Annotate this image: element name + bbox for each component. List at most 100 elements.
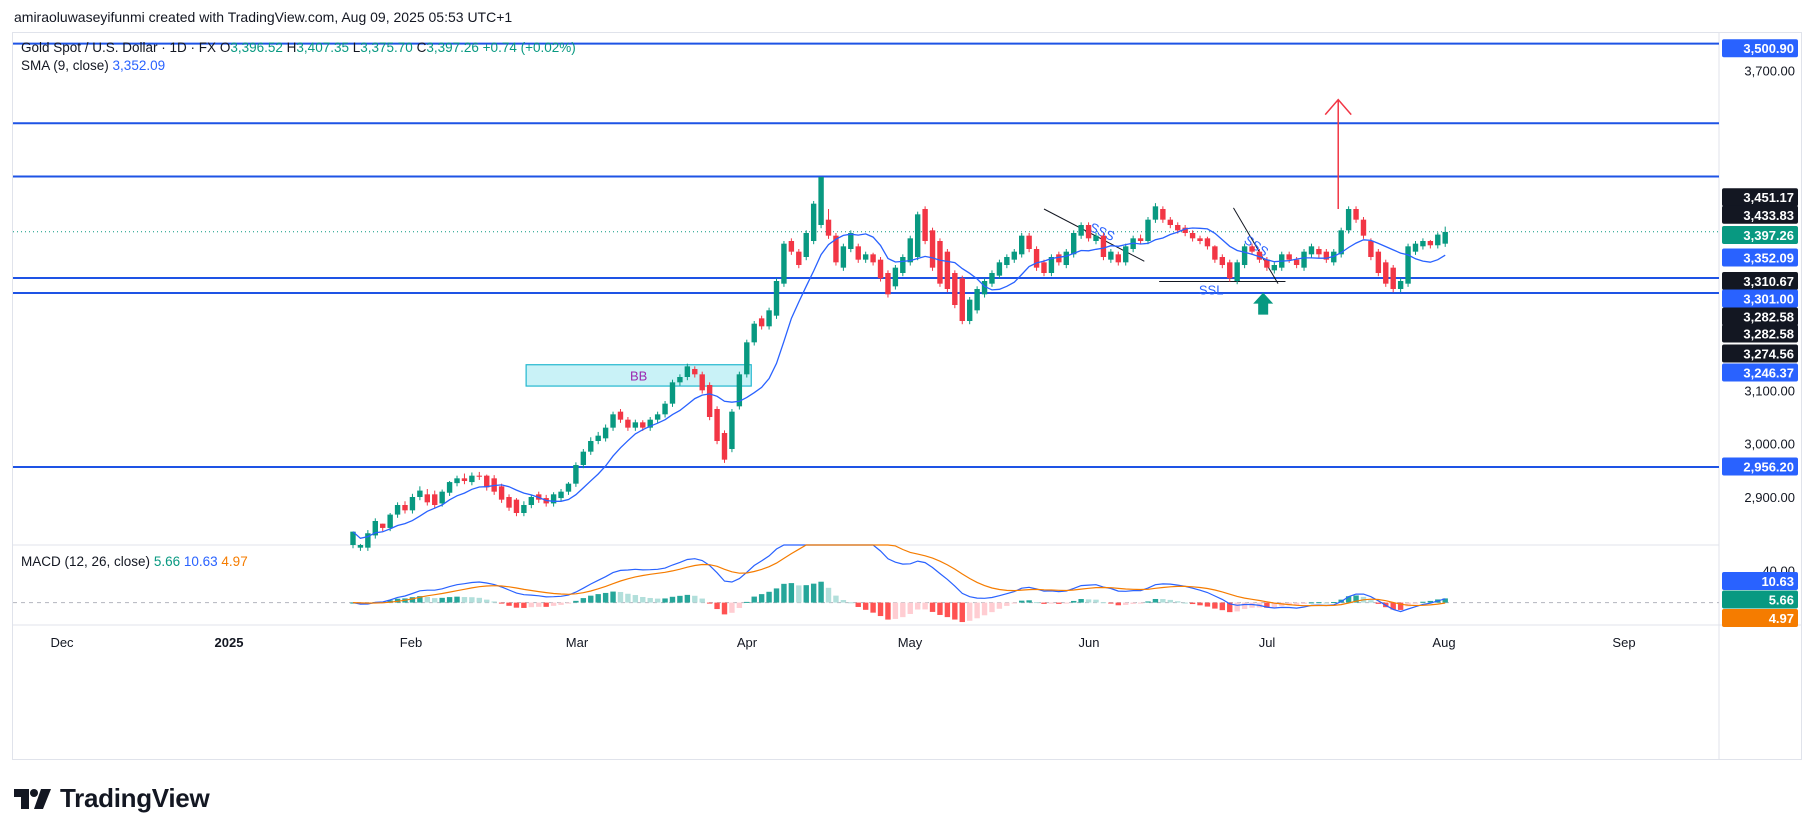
candle-body — [1375, 251, 1382, 273]
price-tag-box — [1722, 289, 1798, 308]
price-tag-label: 3,274.56 — [1743, 347, 1794, 362]
macd-histogram-bar — [803, 585, 809, 603]
candle-body — [654, 414, 661, 420]
candle-body — [669, 382, 676, 404]
candle-body — [506, 497, 512, 508]
macd-histogram-bar — [432, 598, 438, 603]
macd-histogram-bar — [766, 591, 772, 603]
candle-body — [640, 422, 646, 428]
candle-body — [1227, 262, 1233, 279]
candle-body — [1264, 259, 1270, 268]
macd-histogram-bar — [409, 597, 416, 603]
macd-histogram-bar — [1397, 602, 1404, 610]
macd-histogram-bar — [647, 597, 653, 603]
price-tag-label: 3,500.90 — [1743, 41, 1794, 56]
macd-histogram-bar — [550, 602, 557, 606]
macd-histogram-bar — [1011, 602, 1017, 604]
candle-body — [1420, 241, 1426, 247]
macd-histogram-bar — [1353, 595, 1359, 603]
open-value: 3,396.52 — [230, 40, 283, 55]
candle-body — [788, 241, 795, 252]
tradingview-wordmark: TradingView — [60, 783, 210, 813]
candle-body — [677, 377, 683, 383]
macd-tag-box — [1722, 609, 1798, 627]
macd-histogram-bar — [1390, 602, 1396, 610]
time-axis-label: Mar — [566, 635, 589, 650]
macd-histogram-bar — [796, 585, 802, 603]
candle-body — [1286, 254, 1292, 260]
tradingview-logo[interactable]: TradingView — [14, 783, 210, 814]
macd-line-value: 10.63 — [183, 554, 218, 569]
candle-body — [803, 233, 809, 257]
candle-body — [1301, 251, 1307, 268]
candle-body — [1249, 246, 1255, 252]
macd-histogram-bar — [1033, 602, 1040, 604]
candle-body — [1197, 238, 1203, 241]
macd-histogram-bar — [439, 597, 445, 603]
candle-body — [870, 254, 876, 263]
candle-body — [1412, 243, 1419, 252]
macd-histogram-bar — [1301, 602, 1307, 604]
candle-body — [736, 374, 743, 407]
macd-histogram-bar — [521, 602, 527, 608]
macd-histogram-bar — [781, 583, 787, 603]
price-tag-box — [1722, 344, 1798, 363]
candle-body — [402, 505, 408, 511]
change-value: +0.74 (+0.02%) — [482, 40, 576, 55]
macd-histogram-bar — [877, 602, 884, 617]
candle-body — [981, 281, 988, 295]
macd-histogram-bar — [833, 595, 839, 603]
macd-histogram-bar — [1219, 602, 1226, 611]
price-tag-label: 2,956.20 — [1743, 460, 1794, 475]
candle-body — [900, 257, 906, 273]
candle-body — [1085, 225, 1092, 239]
macd-histogram-bar — [1004, 602, 1010, 606]
price-tag-label: 3,282.58 — [1743, 310, 1794, 325]
candle-body — [714, 409, 720, 441]
macd-histogram-bar — [632, 595, 639, 603]
macd-histogram-bar — [1212, 602, 1218, 609]
macd-histogram-bar — [818, 581, 824, 603]
macd-histogram-bar — [996, 602, 1003, 609]
macd-histogram-bar — [1160, 599, 1166, 603]
macd-histogram-bar — [944, 602, 951, 618]
candle-body — [1056, 254, 1062, 263]
candle-body — [394, 505, 401, 515]
time-axis-label: May — [898, 635, 923, 650]
macd-histogram-bar — [1130, 602, 1136, 604]
macd-histogram-bar — [1308, 602, 1315, 604]
candle-body — [1160, 209, 1166, 220]
candle-body — [1360, 219, 1367, 236]
macd-histogram-bar — [1331, 602, 1337, 604]
candle-body — [848, 233, 854, 249]
candle-body — [862, 254, 869, 260]
macd-histogram-bar — [966, 602, 973, 621]
macd-histogram-bar — [580, 598, 587, 603]
macd-histogram-bar — [1078, 599, 1084, 603]
macd-histogram-bar — [1019, 600, 1025, 603]
candle-body — [432, 494, 438, 505]
low-label: L — [352, 40, 361, 55]
candle-body — [476, 475, 483, 477]
macd-histogram-bar — [1175, 601, 1181, 603]
macd-histogram-bar — [1026, 600, 1032, 603]
macd-histogram-bar — [513, 602, 520, 608]
macd-histogram-bar — [981, 602, 988, 616]
open-label: O — [219, 40, 231, 55]
time-axis-label: Apr — [737, 635, 758, 650]
price-tag-box — [1722, 226, 1798, 244]
macd-histogram-bar — [892, 602, 899, 619]
candle-body — [1204, 238, 1211, 247]
macd-histogram-bar — [387, 600, 393, 603]
candle-body — [944, 251, 951, 289]
candle-body — [1397, 281, 1404, 289]
macd-histogram-bar — [959, 602, 965, 623]
macd-histogram-bar — [476, 597, 483, 603]
macd-histogram-bar — [454, 596, 460, 603]
candle-body — [892, 267, 899, 287]
price-tag-label: 3,397.26 — [1743, 228, 1794, 243]
tradingview-logo-icon — [14, 788, 51, 809]
price-tag-box — [1722, 324, 1798, 343]
